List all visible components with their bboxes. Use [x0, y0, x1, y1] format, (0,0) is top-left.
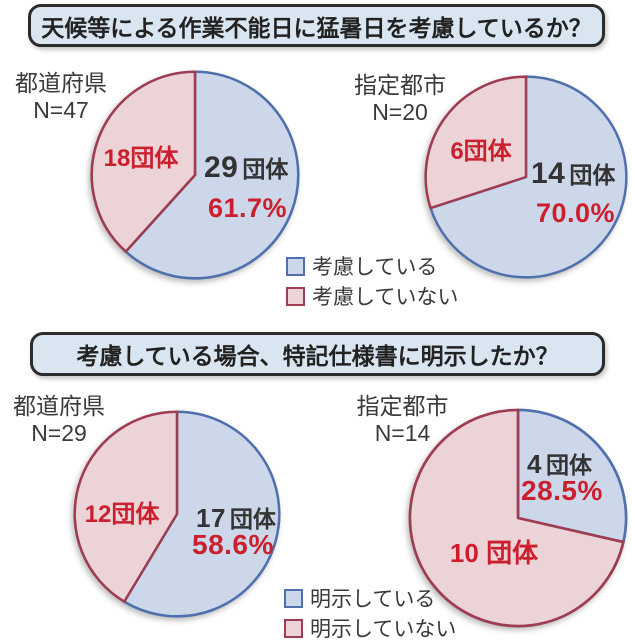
pie3-sample-size: N=29	[31, 420, 87, 447]
pie1-blue-label: 29 団体	[204, 150, 288, 185]
pie4-group-name: 指定都市	[356, 393, 449, 419]
pie3-blue-count: 17	[196, 503, 226, 533]
pie4-blue-count: 4	[527, 449, 542, 479]
pie1-blue-count: 29	[204, 151, 239, 184]
pie2-group-label: 指定都市 N=20	[342, 72, 458, 126]
section1-legend-not-considering: 考慮していない	[286, 281, 458, 311]
pie2-cities-consider	[424, 75, 628, 279]
pie3-pink-label: 12団体	[84, 501, 160, 528]
pie3-slice-pink	[73, 410, 179, 603]
pie2-pink-label: 6団体	[450, 138, 512, 165]
pie1-blue-unit: 団体	[242, 156, 289, 182]
pie2-blue-unit: 団体	[569, 162, 616, 188]
pie1-group-label: 都道府県 N=47	[2, 70, 120, 124]
pie4-cities-specified	[408, 408, 628, 628]
section2-legend-not-specified: 明示していない	[284, 613, 456, 640]
legend-swatch-pink-icon	[286, 286, 305, 306]
pie3-slice-blue	[122, 410, 281, 618]
pie1-slice-pink	[90, 70, 197, 253]
pie2-blue-label: 14 団体	[531, 156, 615, 191]
section1-title: 天候等による作業不能日に猛暑日を考慮しているか？	[41, 14, 592, 41]
pie4-blue-unit: 団体	[545, 452, 592, 478]
pie2-blue-count: 14	[531, 157, 566, 190]
pie3-blue-percent: 58.6%	[192, 529, 274, 560]
pie3-group-name: 都道府県	[13, 393, 105, 419]
pie1-slice-blue	[124, 70, 300, 280]
pie1-blue-percent: 61.7%	[208, 193, 288, 223]
section2-title-box: 考慮している場合、特記仕様書に明示したか？	[30, 332, 605, 376]
legend-label: 明示している	[310, 588, 436, 611]
pie1-group-name: 都道府県	[15, 70, 107, 96]
pie2-group-name: 指定都市	[354, 72, 446, 98]
pie3-blue-unit: 団体	[229, 506, 276, 532]
pie4-blue-percent: 28.5%	[521, 475, 603, 506]
pie2-blue-percent: 70.0%	[536, 198, 616, 228]
legend-swatch-blue-icon	[286, 256, 305, 276]
pie2-sample-size: N=20	[372, 99, 428, 126]
pie1-pink-label: 18団体	[103, 145, 179, 172]
legend-label: 考慮していない	[312, 286, 459, 309]
pie3-group-label: 都道府県 N=29	[0, 393, 118, 447]
pie4-slice-pink	[408, 408, 625, 628]
pie4-pink-label: 10 団体	[449, 538, 539, 568]
pie1-sample-size: N=47	[33, 97, 89, 124]
section2-legend-specified: 明示している	[284, 583, 435, 613]
legend-label: 考慮している	[312, 256, 438, 279]
legend-label: 明示していない	[310, 618, 457, 640]
pie4-sample-size: N=14	[374, 420, 431, 447]
legend-swatch-blue-icon	[284, 588, 303, 608]
pie2-slice-pink	[424, 75, 528, 210]
legend-swatch-pink-icon	[284, 618, 303, 638]
pie4-blue-label: 4 団体	[527, 446, 592, 480]
pie3-prefectures-specified	[73, 410, 281, 618]
pie4-slice-blue	[516, 408, 628, 544]
section1-title-box: 天候等による作業不能日に猛暑日を考慮しているか？	[28, 4, 605, 47]
pie3-blue-label: 17 団体	[196, 500, 276, 534]
section1-legend-considering: 考慮している	[286, 251, 437, 281]
pie1-prefectures-consider	[90, 70, 300, 280]
pie2-slice-blue	[429, 75, 628, 279]
pie4-group-label: 指定都市 N=14	[345, 393, 460, 447]
section2-title: 考慮している場合、特記仕様書に明示したか？	[76, 343, 559, 369]
